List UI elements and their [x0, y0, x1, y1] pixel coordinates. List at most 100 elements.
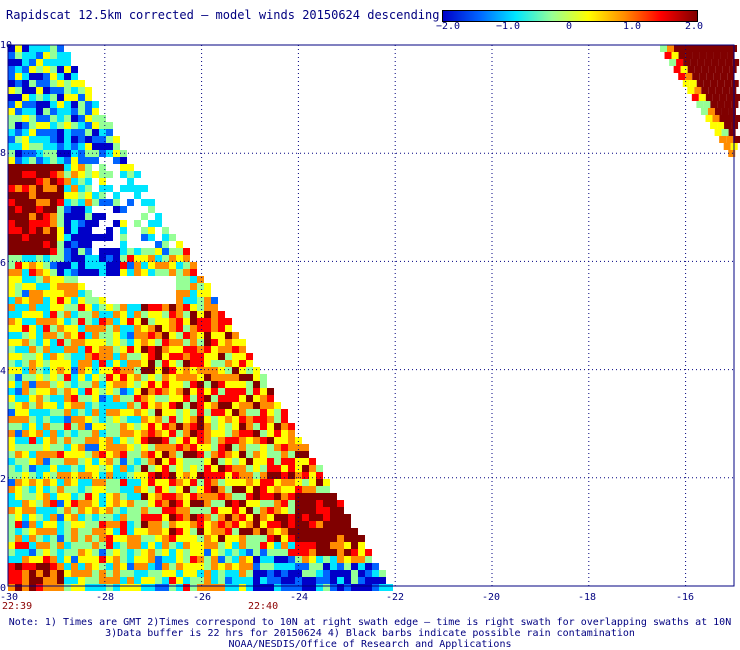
- wind-cell: [92, 423, 99, 430]
- wind-cell: [15, 479, 22, 486]
- wind-cell: [15, 297, 22, 304]
- wind-cell: [57, 360, 64, 367]
- wind-cell: [211, 584, 218, 591]
- wind-cell: [50, 479, 57, 486]
- wind-cell: [120, 164, 127, 171]
- wind-cell: [29, 549, 36, 556]
- wind-cell: [197, 402, 204, 409]
- wind-cell: [218, 339, 225, 346]
- wind-cell: [113, 458, 120, 465]
- wind-cell: [183, 577, 190, 584]
- wind-cell: [99, 199, 106, 206]
- wind-cell: [99, 528, 106, 535]
- wind-cell: [316, 479, 323, 486]
- wind-cell: [50, 563, 57, 570]
- wind-cell: [78, 297, 85, 304]
- wind-cell: [218, 577, 225, 584]
- wind-cell: [50, 73, 57, 80]
- wind-cell: [316, 542, 323, 549]
- wind-cell: [29, 171, 36, 178]
- wind-cell: [323, 563, 330, 570]
- wind-cell: [288, 570, 295, 577]
- wind-cell: [183, 325, 190, 332]
- wind-cell: [15, 199, 22, 206]
- wind-cell: [155, 213, 162, 220]
- wind-cell: [85, 486, 92, 493]
- wind-cell: [106, 402, 113, 409]
- wind-cell: [696, 101, 704, 108]
- wind-cell: [197, 283, 204, 290]
- wind-cell: [267, 493, 274, 500]
- wind-cell: [78, 87, 85, 94]
- wind-cell: [134, 500, 141, 507]
- wind-cell: [729, 87, 737, 94]
- x-tick-neg20: -20: [482, 592, 501, 603]
- wind-cell: [92, 199, 99, 206]
- wind-cell: [705, 115, 713, 122]
- wind-cell: [225, 381, 232, 388]
- wind-cell: [225, 528, 232, 535]
- wind-cell: [274, 437, 281, 444]
- wind-cell: [204, 353, 211, 360]
- wind-cell: [78, 493, 85, 500]
- wind-cell: [148, 206, 155, 213]
- wind-cell: [183, 381, 190, 388]
- wind-cell: [351, 570, 358, 577]
- wind-cell: [57, 164, 64, 171]
- wind-cell: [15, 52, 22, 59]
- wind-cell: [351, 542, 358, 549]
- wind-cell: [64, 73, 71, 80]
- wind-cell: [141, 479, 148, 486]
- wind-cell: [183, 514, 190, 521]
- wind-cell: [106, 360, 113, 367]
- wind-cell: [36, 136, 43, 143]
- wind-cell: [43, 465, 50, 472]
- wind-cell: [309, 465, 316, 472]
- wind-cell: [162, 332, 169, 339]
- wind-cell: [36, 577, 43, 584]
- wind-cell: [64, 171, 71, 178]
- wind-cell: [22, 381, 29, 388]
- wind-cell: [726, 115, 734, 122]
- wind-cell: [43, 108, 50, 115]
- wind-cell: [141, 458, 148, 465]
- wind-cell: [141, 185, 148, 192]
- wind-cell: [29, 297, 36, 304]
- wind-cell: [92, 416, 99, 423]
- wind-cell: [211, 472, 218, 479]
- wind-cell: [134, 269, 141, 276]
- wind-cell: [15, 346, 22, 353]
- wind-cell: [85, 535, 92, 542]
- wind-cell: [78, 486, 85, 493]
- wind-cell: [267, 542, 274, 549]
- wind-cell: [50, 444, 57, 451]
- wind-cell: [71, 514, 78, 521]
- wind-cell: [148, 367, 155, 374]
- wind-cell: [22, 549, 29, 556]
- wind-cell: [92, 535, 99, 542]
- wind-cell: [8, 430, 15, 437]
- wind-cell: [36, 199, 43, 206]
- wind-cell: [197, 325, 204, 332]
- wind-cell: [78, 542, 85, 549]
- wind-cell: [106, 528, 113, 535]
- wind-cell: [253, 465, 260, 472]
- wind-cell: [274, 556, 281, 563]
- wind-cell: [197, 346, 204, 353]
- wind-cell: [29, 199, 36, 206]
- wind-cell: [253, 416, 260, 423]
- wind-cell: [85, 346, 92, 353]
- wind-cell: [274, 535, 281, 542]
- wind-cell: [260, 507, 267, 514]
- wind-cell: [183, 472, 190, 479]
- wind-cell: [211, 304, 218, 311]
- wind-cell: [120, 542, 127, 549]
- wind-cell: [183, 360, 190, 367]
- wind-cell: [295, 437, 302, 444]
- wind-cell: [64, 136, 71, 143]
- wind-cell: [43, 528, 50, 535]
- wind-cell: [267, 465, 274, 472]
- wind-cell: [78, 535, 85, 542]
- wind-cell: [232, 395, 239, 402]
- wind-cell: [141, 255, 148, 262]
